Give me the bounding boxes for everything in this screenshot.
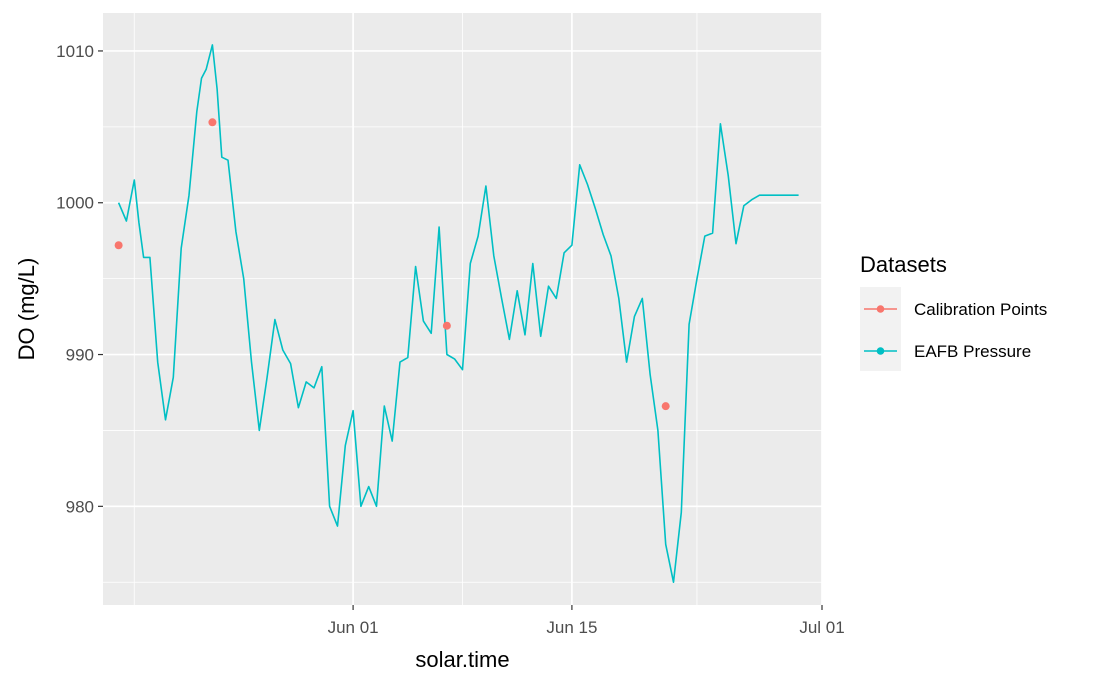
legend: Datasets Calibration Points EAFB Pressure [860,252,1047,371]
data-layer [114,44,799,584]
x-axis-tick-label: Jun 15 [546,618,597,637]
x-axis-tick-label: Jun 01 [328,618,379,637]
y-axis-tick-label: 990 [66,346,94,365]
legend-label: EAFB Pressure [914,342,1031,361]
x-axis-title: solar.time [415,647,509,672]
legend-key-point [876,305,885,313]
grid-lines [103,13,823,605]
series-line-eafb-pressure [117,44,799,584]
y-axis-title: DO (mg/L) [14,258,39,361]
legend-key-background [860,287,901,371]
x-axis-tick-label: Jul 01 [799,618,844,637]
calibration-point [661,402,670,411]
legend-label: Calibration Points [914,300,1047,319]
axes: Jun 01 Jun 15 Jul 01 980 990 1000 1010 [56,42,845,637]
legend-title: Datasets [860,252,947,277]
calibration-point [208,118,217,127]
y-axis-tick-label: 980 [66,497,94,516]
y-axis-tick-label: 1010 [56,42,94,61]
calibration-point [114,241,123,250]
y-axis-tick-label: 1000 [56,194,94,213]
legend-key-point [876,347,885,355]
calibration-point [442,321,451,330]
